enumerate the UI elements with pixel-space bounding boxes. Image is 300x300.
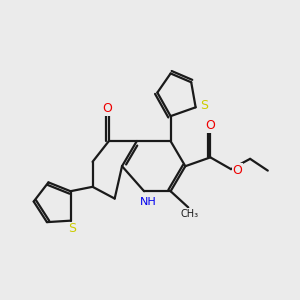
Text: O: O xyxy=(102,102,112,115)
Text: CH₃: CH₃ xyxy=(181,209,199,219)
Text: O: O xyxy=(232,164,242,177)
Text: S: S xyxy=(200,99,208,112)
Text: NH: NH xyxy=(140,197,157,207)
Text: O: O xyxy=(206,119,215,132)
Text: S: S xyxy=(68,222,76,236)
